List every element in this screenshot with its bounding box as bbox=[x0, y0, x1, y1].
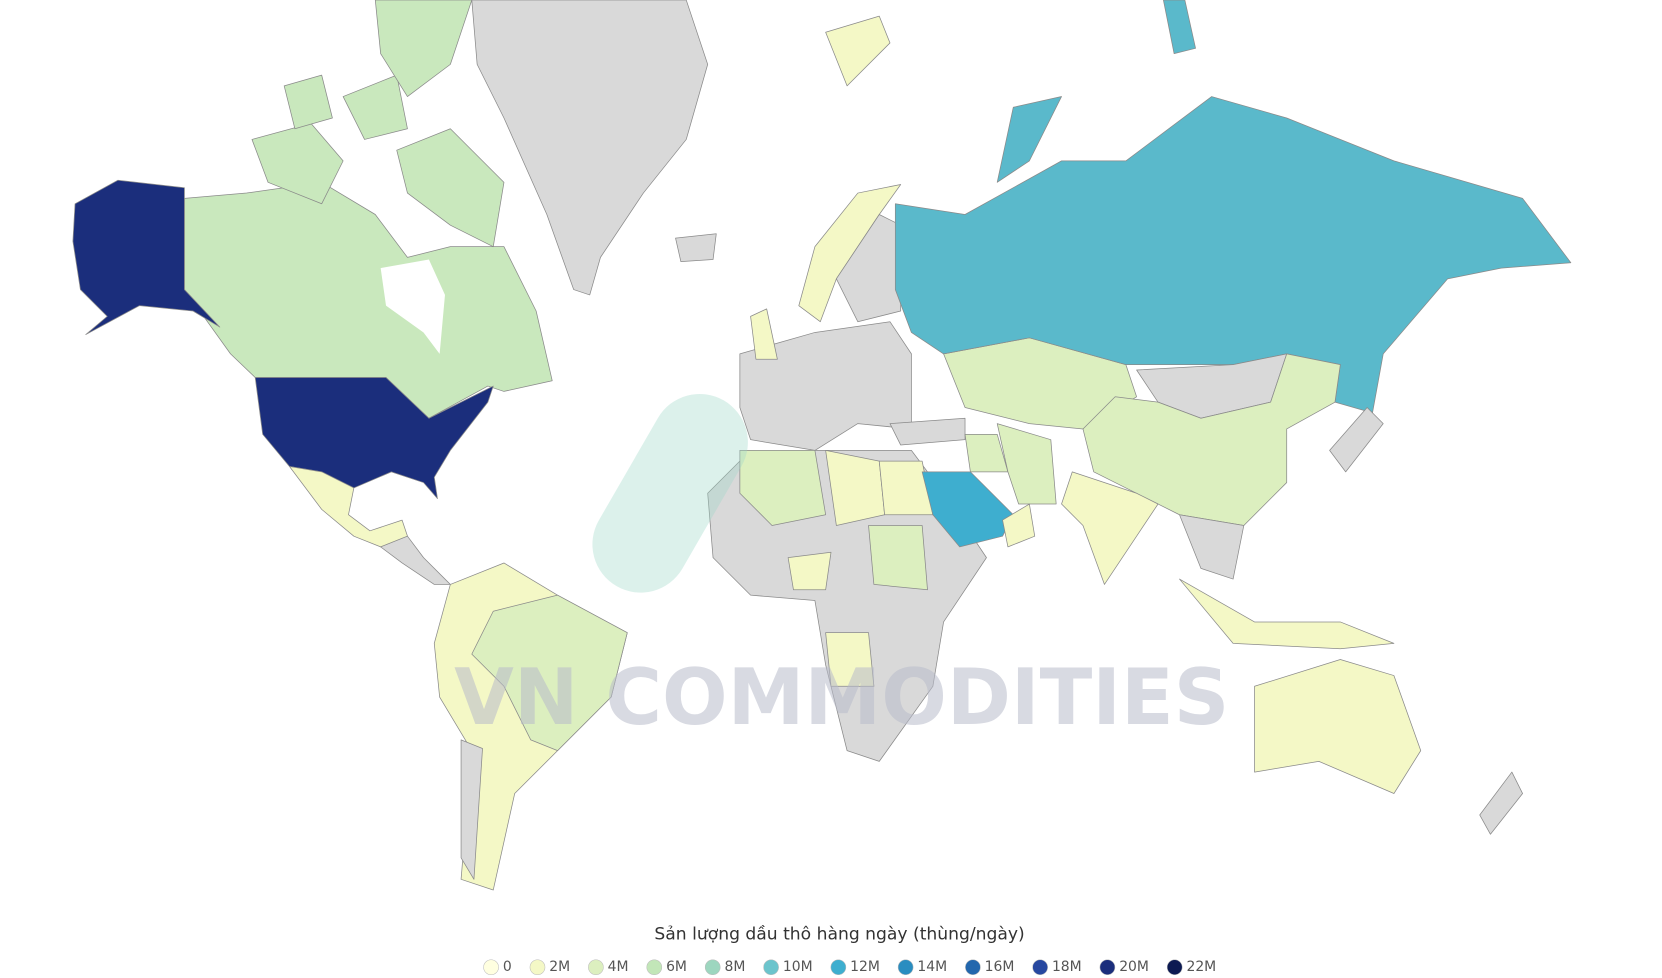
arctic-island-east bbox=[1163, 0, 1196, 55]
legend-swatch bbox=[897, 959, 914, 976]
legend-swatch bbox=[1166, 959, 1183, 976]
legend-title: Sản lượng dầu thô hàng ngày (thùng/ngày) bbox=[654, 923, 1024, 944]
svalbard bbox=[825, 15, 891, 87]
iran bbox=[996, 423, 1057, 505]
uk bbox=[750, 308, 778, 360]
legend-swatch bbox=[529, 959, 546, 976]
legend-label: 0 bbox=[503, 959, 512, 975]
japan bbox=[1329, 407, 1384, 473]
legend-label: 2M bbox=[549, 959, 570, 975]
southeast-asia bbox=[1179, 514, 1245, 580]
legend-swatch bbox=[763, 959, 779, 976]
watermark: VN COMMODITIES bbox=[454, 653, 1229, 743]
legend-swatch bbox=[1032, 959, 1048, 976]
arctic-island bbox=[374, 0, 473, 97]
legend-label: 12M bbox=[850, 959, 880, 975]
central-america bbox=[380, 535, 451, 585]
australia bbox=[1254, 659, 1422, 794]
saudi-arabia bbox=[921, 471, 1014, 548]
algeria bbox=[739, 450, 827, 526]
chile bbox=[460, 739, 483, 880]
canada bbox=[184, 181, 553, 419]
legend-label: 8M bbox=[724, 959, 745, 975]
norway bbox=[798, 184, 902, 323]
brazil bbox=[471, 594, 628, 752]
alaska bbox=[72, 179, 221, 335]
legend-label: 6M bbox=[666, 959, 687, 975]
hudson-bay bbox=[380, 259, 445, 354]
iceland bbox=[675, 233, 717, 263]
legend-swatch bbox=[830, 959, 847, 976]
legend-label: 22M bbox=[1186, 959, 1216, 975]
legend-label: 10M bbox=[783, 959, 813, 975]
new-zealand bbox=[1479, 771, 1523, 835]
legend-label: 18M bbox=[1052, 959, 1082, 975]
legend-label: 14M bbox=[917, 959, 947, 975]
legend-label: 16M bbox=[985, 959, 1015, 975]
watermark-logo bbox=[592, 393, 748, 593]
arctic-island bbox=[342, 74, 408, 140]
turkey bbox=[889, 417, 966, 446]
legend-swatch bbox=[704, 959, 721, 976]
arctic-island bbox=[283, 74, 333, 130]
logo-shape bbox=[592, 393, 748, 593]
novaya-zemlya bbox=[996, 96, 1062, 183]
legend-swatch bbox=[965, 959, 981, 976]
indonesia bbox=[1179, 578, 1395, 650]
land bbox=[72, 0, 1572, 891]
europe bbox=[739, 321, 912, 451]
russia bbox=[894, 96, 1572, 414]
legend-swatch bbox=[588, 959, 604, 976]
india bbox=[1061, 471, 1159, 585]
libya bbox=[825, 450, 885, 526]
legend-swatch bbox=[646, 959, 663, 976]
oman bbox=[1002, 503, 1036, 548]
legend: 0 2M 4M 6M 8M 10M 12M 14M 16M 18M 20M 22M bbox=[483, 959, 1216, 976]
legend-label: 4M bbox=[608, 959, 629, 975]
legend-swatch bbox=[1099, 959, 1116, 976]
legend-swatch bbox=[483, 959, 499, 976]
greenland bbox=[471, 0, 709, 296]
arctic-island bbox=[396, 128, 505, 248]
nigeria bbox=[787, 551, 832, 591]
sudan bbox=[868, 525, 928, 591]
china bbox=[1082, 353, 1341, 526]
legend-label: 20M bbox=[1119, 959, 1149, 975]
mexico bbox=[289, 466, 408, 548]
angola bbox=[825, 632, 875, 687]
